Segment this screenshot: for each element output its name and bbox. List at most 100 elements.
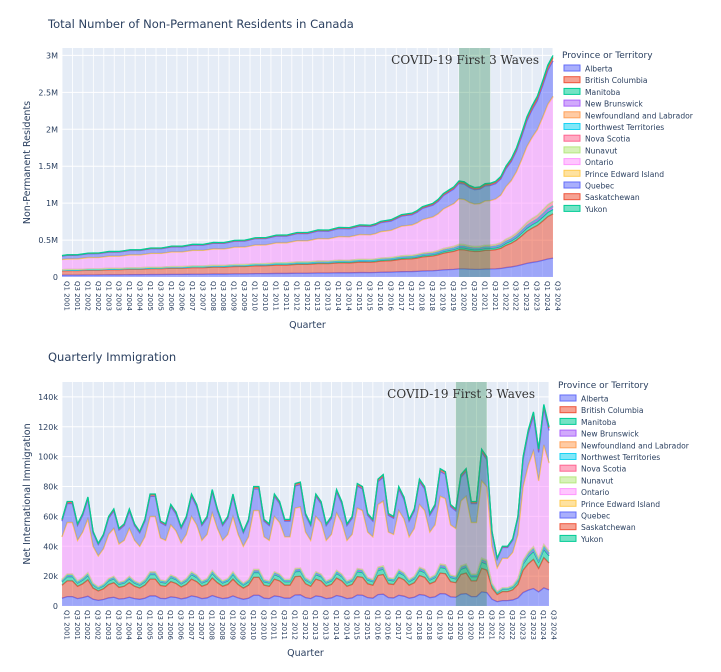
legend-swatch xyxy=(563,204,581,212)
legend-item-nova-scotia[interactable]: Nova Scotia xyxy=(559,464,626,474)
legend-item-quebec[interactable]: Quebec xyxy=(563,181,614,191)
legend-swatch xyxy=(559,511,577,519)
legend-item-quebec[interactable]: Quebec xyxy=(559,511,610,521)
x-tick-label: Q3 2006 xyxy=(177,281,185,312)
legend-item-nova-scotia[interactable]: Nova Scotia xyxy=(563,134,630,144)
x-tick-label: Q3 2023 xyxy=(533,281,541,311)
x-tick-label: Q3 2021 xyxy=(491,281,499,311)
x-tick-label: Q1 2021 xyxy=(480,281,488,311)
y-tick-label: 0 xyxy=(53,602,58,611)
legend-item-saskatchewan[interactable]: Saskatchewan xyxy=(563,193,640,202)
y-tick-label: 80k xyxy=(43,483,58,492)
legend-item-nunavut[interactable]: Nunavut xyxy=(563,146,617,155)
x-tick-label: Q3 2013 xyxy=(322,610,330,640)
x-tick-label: Q1 2003 xyxy=(104,610,112,640)
x-tick-label: Q1 2002 xyxy=(83,281,91,311)
legend-item-ontario[interactable]: Ontario xyxy=(559,488,610,497)
x-tick-label: Q1 2020 xyxy=(456,610,464,640)
legend-item-yukon[interactable]: Yukon xyxy=(559,534,603,544)
y-tick-label: 0.5M xyxy=(38,236,58,245)
x-tick-label: Q3 2011 xyxy=(280,610,288,640)
legend-swatch xyxy=(563,169,581,177)
x-tick-label: Q1 2009 xyxy=(230,281,238,311)
legend-item-british-columbia[interactable]: British Columbia xyxy=(563,76,648,85)
area-quebec[interactable] xyxy=(62,408,549,568)
x-tick-label: Q3 2017 xyxy=(404,610,412,640)
legend-item-newfoundland-and-labrador[interactable]: Newfoundland and Labrador xyxy=(559,441,690,450)
x-tick-label: Q3 2008 xyxy=(219,281,227,311)
legend-item-prince-edward-island[interactable]: Prince Edward Island xyxy=(559,499,660,509)
x-tick-label: Q1 2010 xyxy=(249,610,257,640)
legend-item-saskatchewan[interactable]: Saskatchewan xyxy=(559,523,636,532)
area-manitoba[interactable] xyxy=(62,549,549,595)
x-tick-label: Q1 2011 xyxy=(270,610,278,640)
legend-label: Yukon xyxy=(580,535,603,544)
legend-label: Manitoba xyxy=(585,88,620,97)
area-british-columbia[interactable] xyxy=(62,213,553,276)
x-tick-label: Q1 2012 xyxy=(292,281,300,311)
area-alberta[interactable] xyxy=(62,587,549,606)
y-tick-label: 140k xyxy=(38,393,58,402)
y-tick-label: 0 xyxy=(53,273,58,282)
legend-item-new-brunswick[interactable]: New Brunswick xyxy=(563,99,643,109)
area-manitoba[interactable] xyxy=(62,209,553,271)
legend-item-ontario[interactable]: Ontario xyxy=(563,158,614,167)
x-tick-label: Q1 2019 xyxy=(436,610,444,640)
x-tick-label: Q1 2009 xyxy=(228,610,236,640)
legend-label: Quebec xyxy=(585,182,614,191)
area-alberta[interactable] xyxy=(62,258,553,277)
x-tick-label: Q1 2024 xyxy=(543,281,551,312)
x-tick-label: Q1 2024 xyxy=(539,610,547,641)
x-tick-label: Q3 2023 xyxy=(529,610,537,640)
legend-item-nunavut[interactable]: Nunavut xyxy=(559,476,613,485)
legend-item-new-brunswick[interactable]: New Brunswick xyxy=(559,429,639,439)
x-tick-label: Q1 2005 xyxy=(146,281,154,311)
area-ontario[interactable] xyxy=(62,97,553,270)
x-tick-label: Q1 2007 xyxy=(188,281,196,311)
x-tick-label: Q3 2013 xyxy=(324,281,332,311)
x-tick-label: Q3 2001 xyxy=(73,610,81,640)
area-quebec[interactable] xyxy=(62,60,553,260)
x-axis-label: Quarter xyxy=(289,320,326,331)
area-nova-scotia[interactable] xyxy=(62,201,553,271)
x-tick-label: Q3 2003 xyxy=(115,281,123,311)
legend-item-northwest-territories[interactable]: Northwest Territories xyxy=(563,123,664,132)
x-tick-label: Q1 2023 xyxy=(522,281,530,311)
legend: Province or Territory Alberta British Colu… xyxy=(562,51,694,214)
legend-item-alberta[interactable]: Alberta xyxy=(563,64,613,74)
x-tick-label: Q3 2007 xyxy=(197,610,205,640)
legend-item-manitoba[interactable]: Manitoba xyxy=(559,417,616,427)
x-tick-label: Q3 2021 xyxy=(487,610,495,640)
x-tick-label: Q1 2005 xyxy=(145,610,153,640)
legend-item-british-columbia[interactable]: British Columbia xyxy=(559,406,644,415)
legend-label: British Columbia xyxy=(581,406,644,415)
area-british-columbia[interactable] xyxy=(62,557,549,602)
x-tick-label: Q3 2002 xyxy=(94,281,102,311)
legend-label: British Columbia xyxy=(585,76,648,85)
legend-label: Nunavut xyxy=(581,476,613,485)
legend-swatch xyxy=(559,499,577,507)
x-tick-label: Q1 2017 xyxy=(394,610,402,640)
legend-item-manitoba[interactable]: Manitoba xyxy=(563,87,620,97)
legend-swatch xyxy=(559,441,577,449)
legend-label: Nunavut xyxy=(585,146,617,155)
x-tick-label: Q1 2001 xyxy=(63,610,71,640)
line-yukon xyxy=(61,55,554,257)
legend-item-newfoundland-and-labrador[interactable]: Newfoundland and Labrador xyxy=(563,111,694,120)
x-tick-label: Q1 2014 xyxy=(332,610,340,641)
y-axis-label: Non-Permanent Residents xyxy=(22,101,33,224)
x-tick-label: Q3 2016 xyxy=(386,281,394,312)
area-ontario[interactable] xyxy=(62,445,549,592)
x-tick-label: Q3 2012 xyxy=(301,610,309,640)
legend-item-yukon[interactable]: Yukon xyxy=(563,204,607,214)
x-tick-label: Q3 2014 xyxy=(342,610,350,641)
x-tick-label: Q1 2006 xyxy=(167,281,175,312)
legend-item-prince-edward-island[interactable]: Prince Edward Island xyxy=(563,169,664,179)
legend-item-alberta[interactable]: Alberta xyxy=(559,394,609,404)
x-tick-label: Q3 2024 xyxy=(550,610,558,641)
legend-item-northwest-territories[interactable]: Northwest Territories xyxy=(559,453,660,462)
legend-swatch xyxy=(559,534,577,542)
x-tick-label: Q1 2016 xyxy=(376,281,384,312)
x-tick-label: Q3 2002 xyxy=(94,610,102,640)
